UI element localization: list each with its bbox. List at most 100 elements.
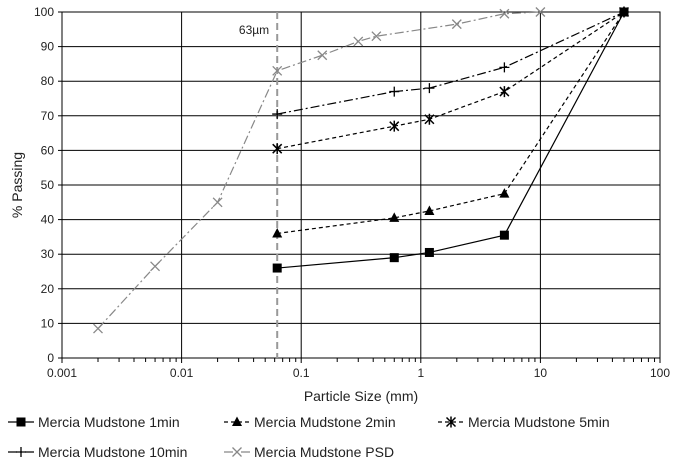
legend-label: Mercia Mudstone 5min bbox=[468, 414, 610, 430]
series-line-1 bbox=[277, 11, 625, 235]
marker-asterisk bbox=[499, 86, 510, 98]
legend-item: Mercia Mudstone 2min bbox=[222, 414, 396, 430]
data-point-3-1 bbox=[389, 86, 400, 97]
legend-label: Mercia Mudstone 10min bbox=[38, 444, 188, 460]
marker-plus bbox=[389, 86, 400, 97]
data-point-2-0 bbox=[272, 143, 283, 155]
marker-plus bbox=[424, 83, 435, 94]
legend-swatch bbox=[8, 447, 34, 457]
marker-plus bbox=[272, 109, 283, 120]
series-2 bbox=[272, 6, 630, 155]
marker-x bbox=[272, 65, 283, 76]
data-point-1-3 bbox=[499, 188, 510, 198]
data-point-3-4 bbox=[618, 7, 629, 17]
marker-x bbox=[499, 8, 510, 19]
x-tick-label-1: 0.01 bbox=[170, 366, 194, 380]
legend-item: Mercia Mudstone 1min bbox=[6, 414, 180, 430]
particle-size-chart: 63µm 0.001 0.01 0.1 1 10 100 0 10 20 30 40 50 60 70 80… bbox=[9, 5, 670, 404]
marker-triangle bbox=[389, 212, 400, 222]
series-0 bbox=[272, 7, 629, 273]
data-point-3-0 bbox=[272, 109, 283, 120]
x-tick-label-5: 100 bbox=[650, 366, 670, 380]
legend-swatch bbox=[8, 417, 34, 427]
series-line-0 bbox=[277, 11, 625, 269]
x-tick-label-3: 1 bbox=[417, 366, 424, 380]
x-tick-label-0: 0.001 bbox=[47, 366, 77, 380]
legend-marker bbox=[16, 447, 26, 457]
y-tick-label-70: 70 bbox=[41, 109, 55, 123]
data-point-4-0 bbox=[93, 323, 103, 334]
legend-marker bbox=[445, 416, 457, 428]
data-point-4-3 bbox=[272, 65, 283, 76]
x-tick-label-4: 10 bbox=[534, 366, 548, 380]
data-point-0-2 bbox=[424, 247, 434, 257]
series-1 bbox=[272, 6, 629, 238]
data-point-0-0 bbox=[272, 263, 282, 273]
legend-swatch bbox=[438, 416, 464, 428]
chart-grid bbox=[61, 11, 661, 359]
y-tick-label-10: 10 bbox=[41, 316, 55, 330]
legend-marker bbox=[232, 416, 242, 426]
y-tick-label-50: 50 bbox=[41, 178, 55, 192]
legend-swatch bbox=[224, 447, 250, 457]
marker-asterisk bbox=[389, 120, 400, 132]
data-point-2-2 bbox=[424, 113, 435, 125]
marker-x bbox=[317, 50, 328, 61]
marker-x bbox=[212, 197, 223, 208]
marker-triangle bbox=[272, 227, 283, 238]
marker-square bbox=[389, 253, 399, 263]
series-4 bbox=[93, 7, 546, 334]
marker-asterisk bbox=[445, 416, 457, 428]
marker-square bbox=[16, 417, 26, 427]
annotation-63um: 63µm bbox=[239, 12, 279, 358]
marker-triangle bbox=[499, 188, 510, 198]
data-point-1-1 bbox=[389, 212, 400, 222]
marker-x bbox=[535, 7, 546, 17]
series-layer bbox=[93, 6, 630, 334]
marker-x bbox=[232, 447, 242, 457]
marker-plus bbox=[618, 7, 629, 17]
legend-label: Mercia Mudstone 2min bbox=[254, 414, 396, 430]
data-point-2-3 bbox=[499, 86, 510, 98]
y-tick-label-40: 40 bbox=[41, 213, 55, 227]
y-tick-label-0: 0 bbox=[47, 351, 54, 365]
series-3 bbox=[272, 7, 629, 120]
tick-labels: 0.001 0.01 0.1 1 10 100 0 10 20 30 40 50 60 70 80 90 100 bbox=[34, 5, 670, 380]
data-point-4-2 bbox=[212, 197, 223, 208]
chart-axes bbox=[58, 11, 661, 363]
y-tick-label-80: 80 bbox=[41, 74, 55, 88]
legend-marker bbox=[232, 447, 242, 457]
series-line-4 bbox=[97, 11, 541, 329]
legend-item: Mercia Mudstone 10min bbox=[6, 444, 187, 460]
y-axis-title: % Passing bbox=[9, 152, 25, 218]
y-tick-label-60: 60 bbox=[41, 143, 55, 157]
marker-plus bbox=[499, 62, 510, 73]
x-tick-label-2: 0.1 bbox=[293, 366, 310, 380]
data-point-4-9 bbox=[535, 7, 546, 17]
marker-x bbox=[353, 36, 364, 47]
y-tick-label-100: 100 bbox=[34, 5, 54, 19]
legend-swatch bbox=[224, 416, 250, 426]
data-point-4-7 bbox=[451, 19, 462, 30]
data-point-1-2 bbox=[424, 205, 435, 215]
annotation-label: 63µm bbox=[239, 23, 269, 37]
marker-triangle bbox=[232, 416, 242, 426]
legend-item: Mercia Mudstone PSD bbox=[222, 444, 394, 460]
data-point-4-1 bbox=[150, 261, 161, 272]
data-point-4-6 bbox=[371, 31, 382, 42]
marker-asterisk bbox=[424, 113, 435, 125]
marker-x bbox=[451, 19, 462, 30]
marker-square bbox=[499, 230, 509, 240]
series-line-3 bbox=[277, 11, 625, 115]
y-tick-label-90: 90 bbox=[41, 40, 55, 54]
marker-x bbox=[150, 261, 161, 272]
legend-item: Mercia Mudstone 5min bbox=[436, 414, 610, 430]
data-point-3-2 bbox=[424, 83, 435, 94]
data-point-2-1 bbox=[389, 120, 400, 132]
data-point-1-0 bbox=[272, 227, 283, 238]
marker-plus bbox=[16, 447, 26, 457]
data-point-0-1 bbox=[389, 253, 399, 263]
chart-legend: Mercia Mudstone 1min Mercia Mudstone 2min… bbox=[0, 414, 685, 474]
marker-square bbox=[272, 263, 282, 273]
marker-x bbox=[371, 31, 382, 42]
